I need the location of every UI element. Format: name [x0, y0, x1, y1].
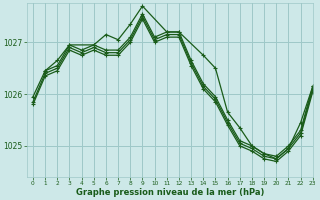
- X-axis label: Graphe pression niveau de la mer (hPa): Graphe pression niveau de la mer (hPa): [76, 188, 264, 197]
